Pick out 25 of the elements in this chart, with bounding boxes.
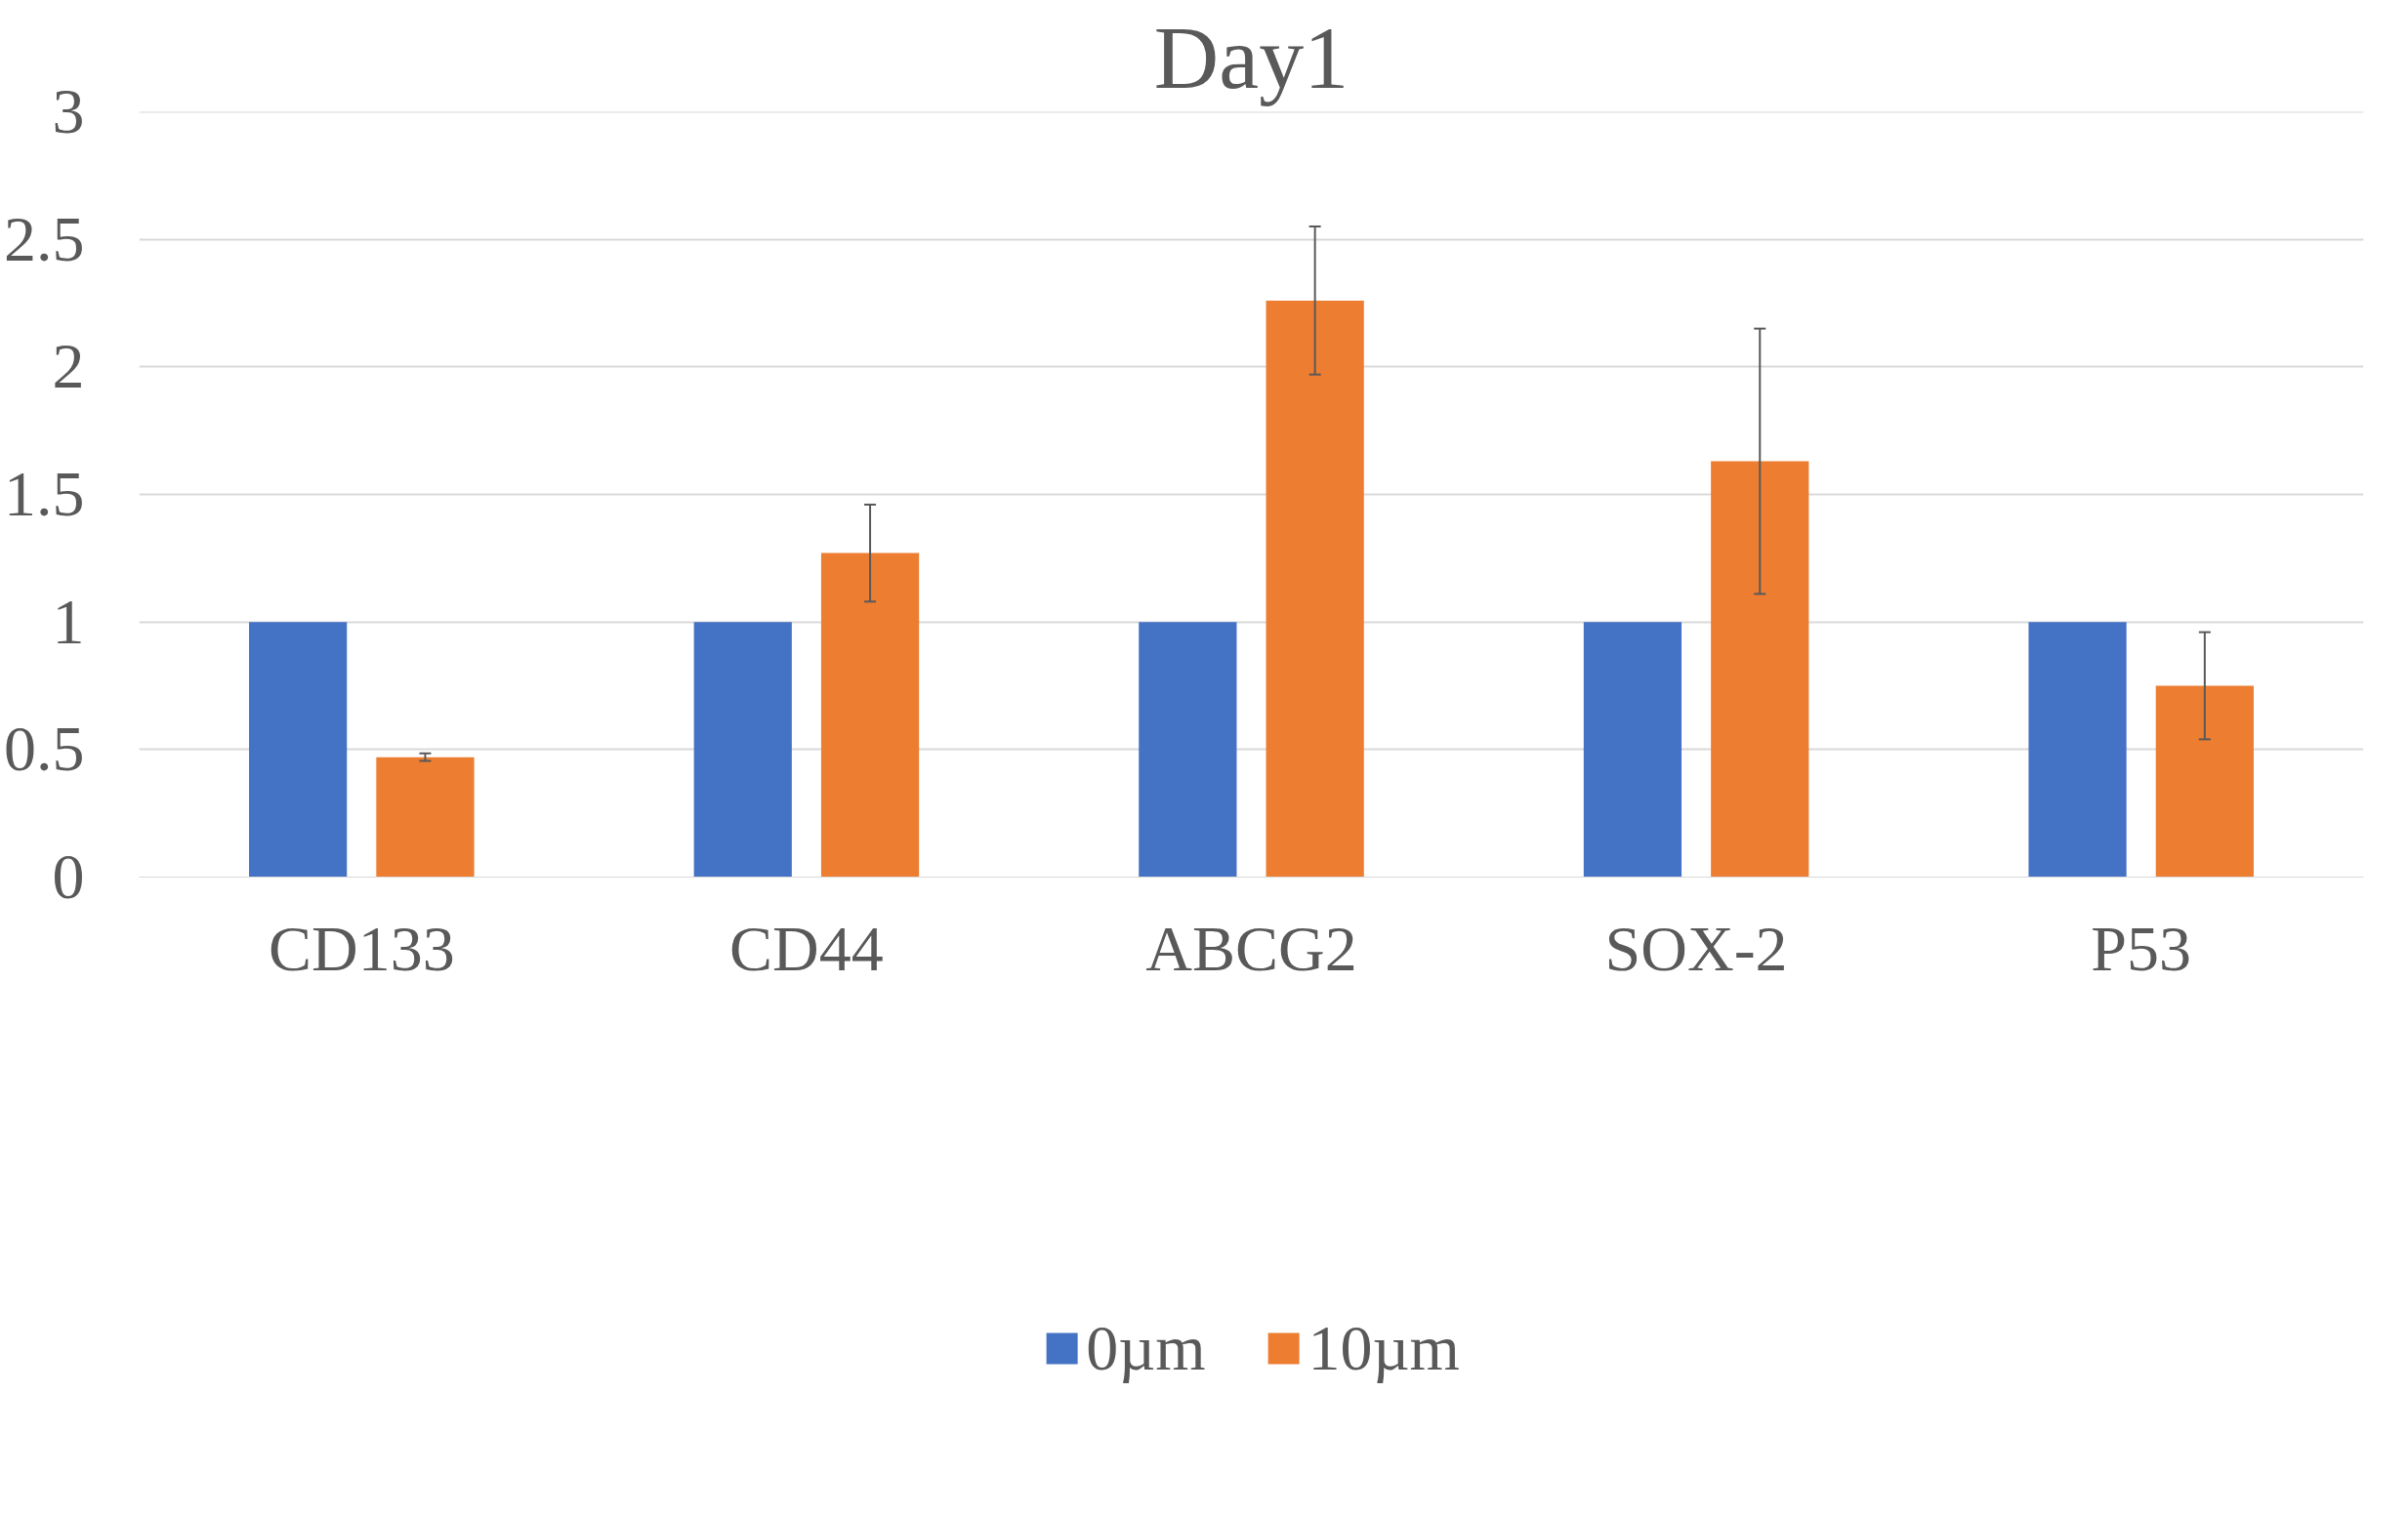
chart-title: Day1: [1153, 7, 1349, 107]
y-tick-label: 0.5: [4, 713, 85, 785]
bar: [2155, 685, 2254, 878]
y-tick-label: 1: [52, 585, 85, 657]
bar: [1711, 461, 1809, 878]
x-tick-label: P53: [2091, 912, 2192, 984]
bar: [1139, 622, 1237, 878]
x-tick-label: ABCG2: [1145, 912, 1357, 984]
y-tick-label: 2.5: [4, 202, 85, 274]
y-tick-label: 2: [52, 330, 85, 402]
x-tick-label: SOX-2: [1604, 912, 1788, 984]
x-tick-label: CD133: [268, 912, 455, 984]
bar: [2028, 622, 2127, 878]
x-tick-label: CD44: [729, 912, 884, 984]
bar: [1266, 300, 1364, 878]
legend-label: 0µm: [1086, 1311, 1206, 1385]
y-tick-label: 3: [52, 75, 85, 146]
bar: [376, 757, 475, 878]
y-tick-label: 1.5: [4, 458, 85, 529]
bar: [820, 553, 920, 878]
bar: [1583, 622, 1682, 878]
bar: [693, 622, 792, 878]
bar: [249, 622, 348, 878]
y-tick-label: 0: [52, 840, 85, 912]
legend-label: 10µm: [1308, 1311, 1460, 1385]
